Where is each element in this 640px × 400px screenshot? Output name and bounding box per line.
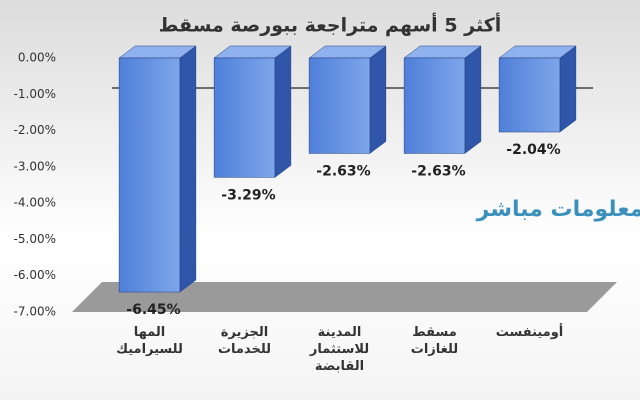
x-tick-label: أومينفست xyxy=(495,325,564,340)
value-label: -3.29% xyxy=(221,187,275,203)
x-tick-label: المدينة للاستثمار القابضة xyxy=(309,325,370,374)
bar xyxy=(403,57,466,154)
bar xyxy=(213,57,276,178)
value-label: -2.04% xyxy=(506,142,560,158)
y-tick-label: -2.00% xyxy=(14,123,56,137)
bar-side xyxy=(274,45,292,178)
bar xyxy=(498,57,561,133)
y-tick-label: -4.00% xyxy=(14,196,56,210)
y-tick-label: -3.00% xyxy=(14,159,56,173)
watermark: معلومات مباشر xyxy=(476,197,640,222)
x-tick-label: الجزيرة للخدمات xyxy=(217,325,272,357)
y-tick-label: -7.00% xyxy=(14,305,56,319)
y-tick-label: -1.00% xyxy=(14,87,56,101)
value-label: -2.63% xyxy=(411,163,465,179)
y-tick-label: 0.00% xyxy=(18,51,56,65)
bar-side xyxy=(179,45,197,293)
bar-side xyxy=(464,45,482,154)
bar xyxy=(308,57,371,154)
bar-side xyxy=(559,45,577,133)
bar xyxy=(118,57,181,293)
value-label: -2.63% xyxy=(316,163,370,179)
floor xyxy=(72,282,617,312)
value-label: -6.45% xyxy=(126,302,180,318)
y-tick-label: -6.00% xyxy=(14,268,56,282)
x-tick-label: المها للسيراميك xyxy=(116,325,183,357)
x-tick-label: مسقط للغازات xyxy=(410,325,459,357)
y-tick-label: -5.00% xyxy=(14,232,56,246)
bar-side xyxy=(369,45,387,154)
chart-title: أكثر 5 أسهم متراجعة ببورصة مسقط xyxy=(159,13,502,37)
